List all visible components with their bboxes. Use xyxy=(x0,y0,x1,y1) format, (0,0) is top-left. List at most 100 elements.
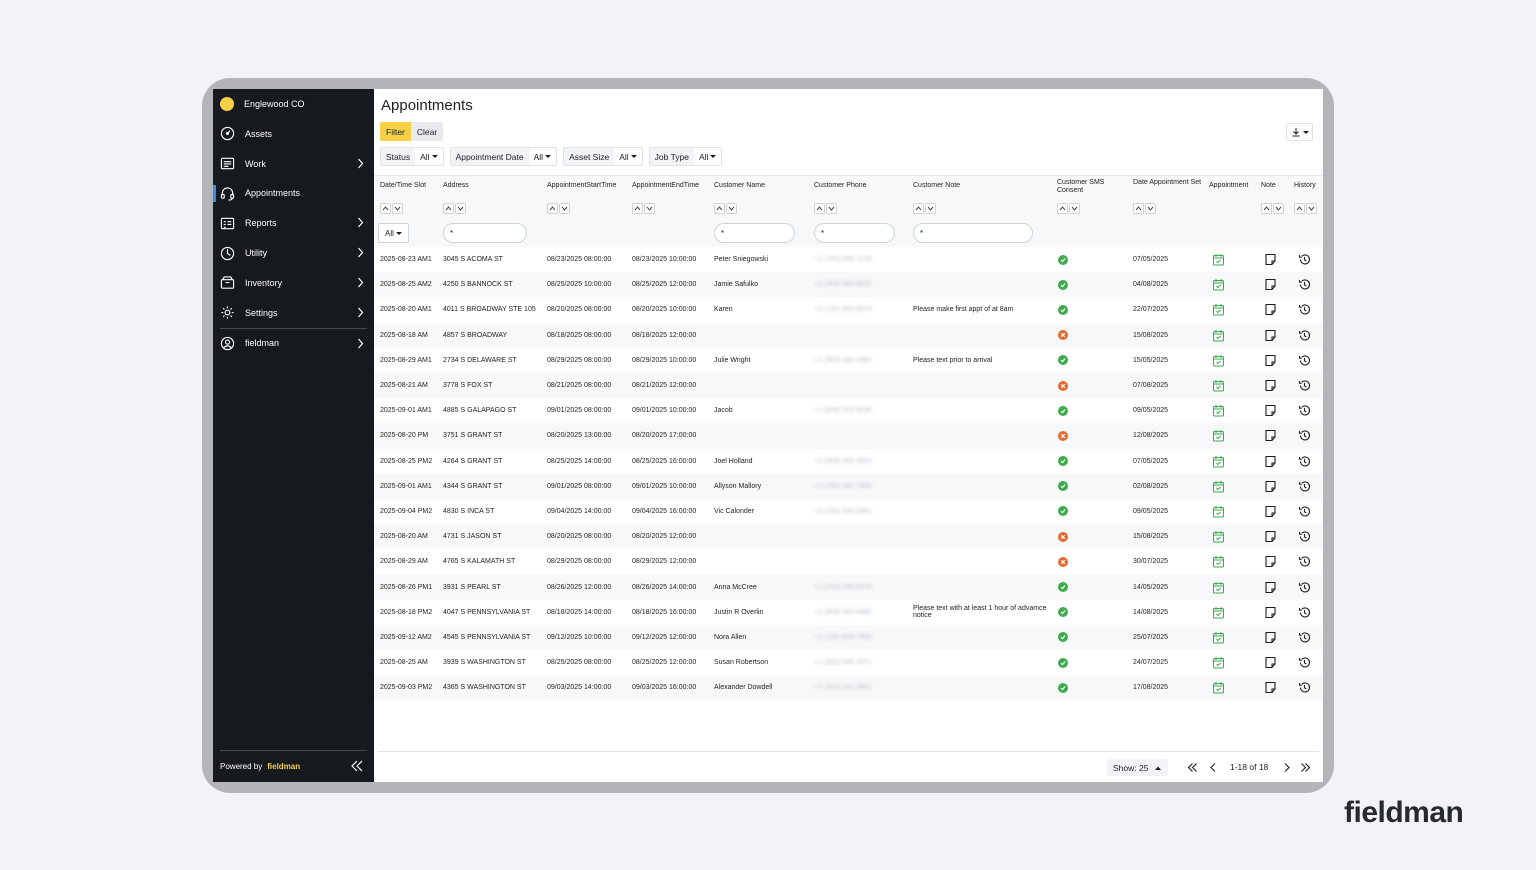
filter-appointment-date[interactable]: Appointment Date All xyxy=(449,147,558,166)
sort-asc-icon[interactable] xyxy=(1133,203,1144,214)
sidebar-item-settings[interactable]: Settings xyxy=(213,298,374,328)
table-row[interactable]: 2025-08-18 AM 4857 S BROADWAY 08/18/2025 0… xyxy=(374,322,1323,348)
sort-asc-icon[interactable] xyxy=(714,203,725,214)
calendar-check-icon[interactable] xyxy=(1212,499,1225,524)
filter-value[interactable]: All xyxy=(529,148,556,165)
calendar-check-icon[interactable] xyxy=(1212,272,1225,297)
filter-value[interactable]: All xyxy=(614,148,641,165)
note-icon[interactable] xyxy=(1264,348,1277,373)
collapse-sidebar-icon[interactable] xyxy=(350,759,364,773)
note-filter-input[interactable]: * xyxy=(913,223,1033,243)
calendar-check-icon[interactable] xyxy=(1212,323,1225,348)
filter-job-type[interactable]: Job Type All xyxy=(648,147,723,166)
page-size-select[interactable]: Show: 25 xyxy=(1107,759,1169,776)
table-row[interactable]: 2025-08-23 AM1 3045 S ACOMA ST 08/23/2025 … xyxy=(374,247,1323,272)
table-row[interactable]: 2025-08-25 AM 3939 S WASHINGTON ST 08/25/2… xyxy=(374,650,1323,675)
calendar-check-icon[interactable] xyxy=(1212,348,1225,373)
note-icon[interactable] xyxy=(1264,549,1277,574)
history-icon[interactable] xyxy=(1298,574,1311,599)
table-row[interactable]: 2025-08-25 AM2 4250 S BANNOCK ST 08/25/202… xyxy=(374,272,1323,298)
history-icon[interactable] xyxy=(1298,373,1311,398)
calendar-check-icon[interactable] xyxy=(1212,373,1225,398)
calendar-check-icon[interactable] xyxy=(1212,650,1225,675)
filter-status[interactable]: Status All xyxy=(380,147,444,166)
sidebar-item-user[interactable]: fieldman xyxy=(213,329,374,359)
history-icon[interactable] xyxy=(1298,247,1311,272)
table-row[interactable]: 2025-08-29 AM1 2734 S DELAWARE ST 08/29/20… xyxy=(374,348,1323,373)
history-icon[interactable] xyxy=(1298,272,1311,297)
calendar-check-icon[interactable] xyxy=(1212,600,1225,625)
table-row[interactable]: 2025-09-03 PM2 4365 S WASHINGTON ST 09/03/… xyxy=(374,675,1323,701)
sort-asc-icon[interactable] xyxy=(632,203,643,214)
sort-asc-icon[interactable] xyxy=(913,203,924,214)
clear-button[interactable]: Clear xyxy=(410,122,444,141)
calendar-check-icon[interactable] xyxy=(1212,297,1225,322)
calendar-check-icon[interactable] xyxy=(1212,549,1225,574)
note-icon[interactable] xyxy=(1264,524,1277,549)
table-row[interactable]: 2025-08-25 PM2 4264 S GRANT ST 08/25/2025 … xyxy=(374,449,1323,474)
slot-filter-select[interactable]: All xyxy=(378,223,409,243)
filter-button[interactable]: Filter xyxy=(380,122,411,141)
sort-asc-icon[interactable] xyxy=(443,203,454,214)
calendar-check-icon[interactable] xyxy=(1212,449,1225,474)
note-icon[interactable] xyxy=(1264,423,1277,448)
history-icon[interactable] xyxy=(1298,549,1311,574)
sort-asc-icon[interactable] xyxy=(1057,203,1068,214)
sidebar-item-inventory[interactable]: Inventory xyxy=(213,268,374,298)
sort-asc-icon[interactable] xyxy=(380,203,391,214)
note-icon[interactable] xyxy=(1264,474,1277,499)
sidebar-item-appointments[interactable]: Appointments xyxy=(213,179,374,209)
history-icon[interactable] xyxy=(1298,474,1311,499)
note-icon[interactable] xyxy=(1264,449,1277,474)
table-row[interactable]: 2025-09-04 PM2 4830 S INCA ST 09/04/2025 1… xyxy=(374,499,1323,524)
sort-desc-icon[interactable] xyxy=(455,203,466,214)
sidebar-item-reports[interactable]: Reports xyxy=(213,208,374,238)
next-page-icon[interactable] xyxy=(1280,761,1293,774)
sidebar-item-work[interactable]: Work xyxy=(213,149,374,179)
sort-desc-icon[interactable] xyxy=(392,203,403,214)
download-button[interactable] xyxy=(1286,123,1313,141)
sort-desc-icon[interactable] xyxy=(644,203,655,214)
history-icon[interactable] xyxy=(1298,600,1311,625)
history-icon[interactable] xyxy=(1298,625,1311,650)
history-icon[interactable] xyxy=(1298,348,1311,373)
sort-desc-icon[interactable] xyxy=(726,203,737,214)
history-icon[interactable] xyxy=(1298,675,1311,700)
note-icon[interactable] xyxy=(1264,398,1277,423)
note-icon[interactable] xyxy=(1264,373,1277,398)
sort-desc-icon[interactable] xyxy=(1145,203,1156,214)
history-icon[interactable] xyxy=(1298,650,1311,675)
sort-desc-icon[interactable] xyxy=(1306,203,1317,214)
first-page-icon[interactable] xyxy=(1186,761,1199,774)
sort-asc-icon[interactable] xyxy=(1294,203,1305,214)
prev-page-icon[interactable] xyxy=(1207,761,1220,774)
table-row[interactable]: 2025-08-21 AM 3778 S FOX ST 08/21/2025 08:… xyxy=(374,372,1323,399)
table-row[interactable]: 2025-09-12 AM2 4545 S PENNSYLVANIA ST 09/1… xyxy=(374,624,1323,650)
history-icon[interactable] xyxy=(1298,499,1311,524)
note-icon[interactable] xyxy=(1264,499,1277,524)
sort-asc-icon[interactable] xyxy=(814,203,825,214)
note-icon[interactable] xyxy=(1264,574,1277,599)
sidebar-item-assets[interactable]: Assets xyxy=(213,119,374,149)
phone-filter-input[interactable]: * xyxy=(814,223,895,243)
note-icon[interactable] xyxy=(1264,650,1277,675)
calendar-check-icon[interactable] xyxy=(1212,675,1225,700)
sort-desc-icon[interactable] xyxy=(925,203,936,214)
table-row[interactable]: 2025-08-20 AM 4731 S JASON ST 08/20/2025 0… xyxy=(374,524,1323,550)
org-switcher[interactable]: Englewood CO xyxy=(213,89,374,119)
calendar-check-icon[interactable] xyxy=(1212,247,1225,272)
note-icon[interactable] xyxy=(1264,272,1277,297)
sort-asc-icon[interactable] xyxy=(547,203,558,214)
note-icon[interactable] xyxy=(1264,675,1277,700)
calendar-check-icon[interactable] xyxy=(1212,423,1225,448)
note-icon[interactable] xyxy=(1264,323,1277,348)
name-filter-input[interactable]: * xyxy=(714,223,795,243)
sort-desc-icon[interactable] xyxy=(1069,203,1080,214)
calendar-check-icon[interactable] xyxy=(1212,574,1225,599)
address-filter-input[interactable]: * xyxy=(443,223,527,243)
note-icon[interactable] xyxy=(1264,625,1277,650)
sort-asc-icon[interactable] xyxy=(1261,203,1272,214)
history-icon[interactable] xyxy=(1298,297,1311,322)
table-row[interactable]: 2025-09-01 AM1 4885 S GALAPAGO ST 09/01/20… xyxy=(374,398,1323,423)
history-icon[interactable] xyxy=(1298,423,1311,448)
